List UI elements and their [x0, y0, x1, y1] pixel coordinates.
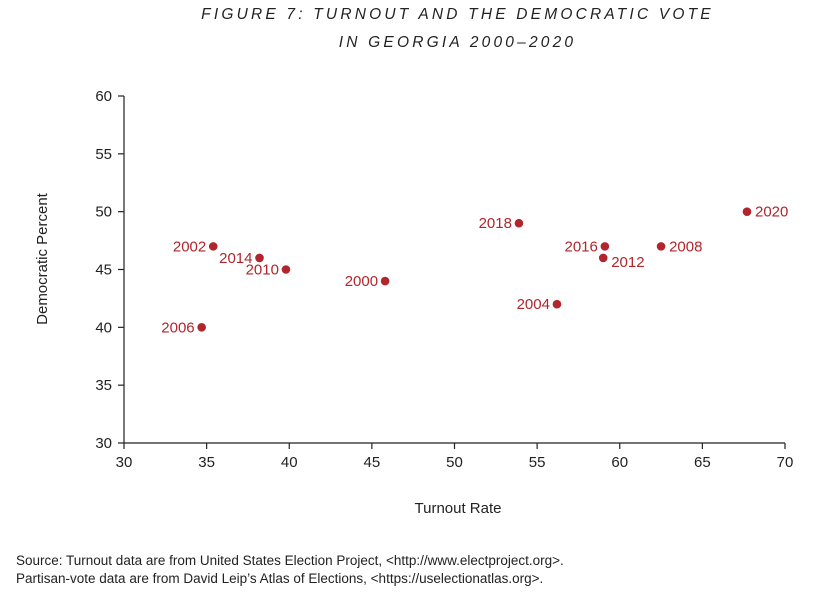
data-point-2006: [197, 323, 206, 332]
source-note-line1: Source: Turnout data are from United Sta…: [16, 553, 564, 568]
data-point-2002: [208, 242, 218, 251]
x-tick-label: 45: [364, 454, 381, 471]
data-label-2006: 2006: [161, 319, 194, 336]
y-tick-label: 30: [95, 435, 112, 452]
data-label-2012: 2012: [611, 254, 644, 271]
x-tick-label: 55: [529, 454, 546, 471]
data-label-2016: 2016: [565, 238, 598, 255]
data-label-2008: 2008: [669, 238, 702, 255]
y-tick-label: 60: [95, 88, 112, 105]
data-point-2000: [380, 276, 390, 286]
x-tick-label: 60: [611, 454, 628, 471]
y-tick-label: 45: [95, 262, 112, 279]
data-point-2008: [656, 242, 666, 251]
x-tick-label: 35: [198, 454, 215, 471]
data-label-2014: 2014: [219, 250, 252, 267]
x-tick-label: 40: [281, 454, 298, 471]
y-tick-label: 55: [95, 146, 112, 163]
data-label-2018: 2018: [479, 215, 512, 232]
data-point-2012: [598, 253, 608, 263]
axes: 30 35 40 45 50 55 60 65 70 30 35 40 45 50 55 60: [95, 88, 793, 471]
x-tick-label: 30: [116, 454, 133, 471]
chart-title-line1: FIGURE 7: TURNOUT AND THE DEMOCRATIC VOT…: [201, 6, 714, 23]
data-point-2016: [600, 242, 610, 251]
y-tick-label: 35: [95, 377, 112, 394]
y-axis-title: Democratic Percent: [34, 192, 51, 325]
data-label-2020: 2020: [755, 204, 788, 221]
data-label-2010: 2010: [246, 262, 279, 279]
data-point-2010: [281, 265, 291, 274]
source-note-line2: Partisan-vote data are from David Leip’s…: [16, 571, 544, 586]
x-axis-title: Turnout Rate: [415, 500, 502, 517]
data-label-2004: 2004: [517, 296, 550, 313]
x-tick-label: 50: [446, 454, 463, 471]
x-tick-label: 65: [694, 454, 711, 471]
chart-title-line2: IN GEORGIA 2000–2020: [338, 34, 577, 51]
y-tick-label: 40: [95, 319, 112, 336]
data-point-2004: [552, 299, 562, 309]
y-tick-label: 50: [95, 204, 112, 221]
data-point-2020: [742, 207, 752, 216]
data-label-2002: 2002: [173, 238, 206, 255]
data-points: 2000 2002 2004 2006 2008 2010 2012 2014 2016 2018…: [161, 204, 788, 337]
data-point-2014: [255, 253, 264, 263]
data-label-2000: 2000: [345, 273, 378, 290]
x-tick-label: 70: [777, 454, 794, 471]
data-point-2018: [514, 218, 524, 228]
